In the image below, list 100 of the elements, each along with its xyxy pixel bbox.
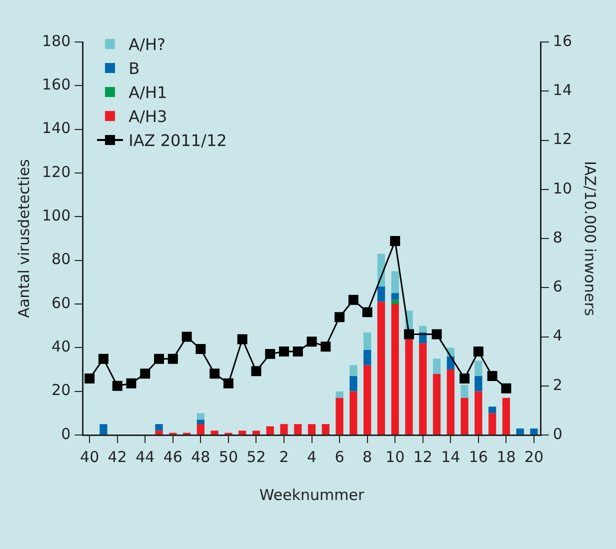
bar (308, 424, 316, 434)
y2-tick-label: 10 (552, 179, 572, 198)
bar (350, 391, 358, 434)
point (432, 329, 442, 340)
y2-tick-label: 8 (552, 228, 562, 246)
point (210, 368, 220, 379)
legend-label: A/H3 (128, 106, 168, 126)
point (320, 342, 331, 352)
bar (336, 391, 344, 398)
bar (419, 326, 427, 332)
bar (364, 365, 372, 434)
bar (350, 365, 358, 376)
bar (238, 430, 246, 434)
bar (100, 424, 108, 434)
point (487, 371, 498, 382)
point (348, 294, 358, 305)
bar (155, 430, 163, 434)
y-tick-label: 60 (52, 294, 71, 312)
y2-tick-label: 0 (552, 424, 562, 443)
point (140, 368, 150, 379)
x-tick-label: 40 (80, 448, 100, 466)
point (126, 378, 136, 388)
y-tick-label: 40 (52, 338, 71, 356)
bar (364, 350, 372, 366)
point (404, 329, 414, 340)
y-tick-label: 0 (61, 424, 71, 443)
bar (266, 426, 274, 434)
legend-label: A/H1 (128, 82, 168, 102)
x-tick-label: 6 (334, 448, 344, 466)
bar (155, 424, 163, 431)
y2-tick-label: 14 (552, 81, 572, 100)
point (168, 354, 178, 364)
bar (502, 398, 510, 434)
x-tick-label: 18 (496, 448, 516, 466)
point (279, 346, 289, 356)
x-axis-title: Weeknummer (259, 486, 365, 504)
legend-label: A/H? (128, 34, 166, 54)
bar (196, 424, 204, 434)
bar (530, 428, 538, 434)
x-tick-label: 52 (246, 448, 266, 466)
y2-axis-title: IAZ/10.000 inwoners (581, 160, 600, 316)
bar (446, 370, 454, 434)
point (265, 348, 276, 359)
x-tick-label: 12 (413, 448, 432, 466)
bar (336, 398, 344, 434)
point (390, 236, 400, 246)
y-tick-label: 140 (42, 119, 71, 138)
point (292, 346, 303, 356)
point (362, 307, 372, 318)
y-axis-title: Aantal virusdetecties (14, 158, 33, 318)
bar (391, 304, 399, 434)
x-tick-label: 16 (468, 448, 488, 466)
point (306, 336, 317, 347)
bar (391, 293, 399, 300)
y-tick-label: 160 (42, 76, 71, 94)
point (112, 380, 122, 391)
bar (405, 338, 413, 434)
bar (474, 376, 482, 392)
bar (294, 424, 302, 434)
x-tick-label: 10 (386, 448, 405, 466)
bar (322, 424, 330, 434)
bar (196, 420, 204, 424)
bar (419, 343, 427, 434)
bar (350, 376, 358, 392)
bar (196, 413, 204, 420)
point (223, 378, 234, 388)
y2-tick-label: 16 (552, 32, 572, 50)
y2-tick-label: 4 (552, 326, 562, 345)
point (84, 374, 95, 384)
x-tick-label: 14 (441, 448, 460, 466)
x-tick-label: 20 (524, 448, 544, 466)
bar (432, 374, 441, 434)
y2-tick-label: 12 (552, 130, 572, 148)
point (237, 334, 248, 344)
x-tick-label: 46 (163, 448, 182, 466)
bar (391, 271, 399, 294)
x-tick-label: 42 (108, 448, 127, 466)
point (334, 312, 345, 322)
y-tick-label: 80 (52, 250, 71, 268)
bar (391, 300, 399, 304)
x-tick-label: 50 (218, 448, 238, 466)
bar (488, 406, 496, 414)
x-tick-label: 48 (191, 448, 210, 466)
x-tick-label: 2 (279, 448, 289, 466)
y-tick-label: 100 (42, 206, 71, 225)
bar (364, 332, 372, 350)
bar (516, 428, 524, 434)
legend-label: B (128, 58, 140, 78)
point (501, 383, 512, 394)
bar (377, 286, 386, 302)
y-tick-label: 20 (52, 381, 71, 400)
point (182, 332, 192, 342)
x-tick-label: 8 (362, 448, 372, 466)
bar (210, 430, 218, 434)
bar (460, 398, 468, 434)
point (154, 354, 164, 364)
x-tick-label: 4 (307, 448, 317, 466)
bar (432, 358, 441, 374)
point (196, 344, 206, 354)
bar (488, 413, 496, 434)
